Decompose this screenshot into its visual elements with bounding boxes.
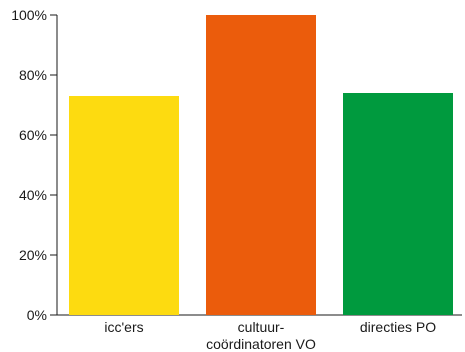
bars (69, 15, 453, 315)
y-tick-label: 0% (27, 307, 47, 323)
y-tick-label: 100% (11, 7, 47, 23)
y-tick-label: 40% (19, 187, 47, 203)
y-tick-label: 20% (19, 247, 47, 263)
bar (69, 96, 179, 315)
y-axis-ticks: 0% 20% 40% 60% 80% 100% (11, 7, 57, 323)
bar (343, 93, 453, 315)
x-category-label: icc'ers (104, 319, 143, 335)
bar (206, 15, 316, 315)
category-labels: icc'ers cultuur-coördinatoren VO directies… (104, 319, 436, 352)
x-category-label: cultuur-coördinatoren VO (206, 319, 316, 352)
y-tick-label: 60% (19, 127, 47, 143)
y-tick-label: 80% (19, 67, 47, 83)
x-category-label: directies PO (360, 319, 436, 335)
